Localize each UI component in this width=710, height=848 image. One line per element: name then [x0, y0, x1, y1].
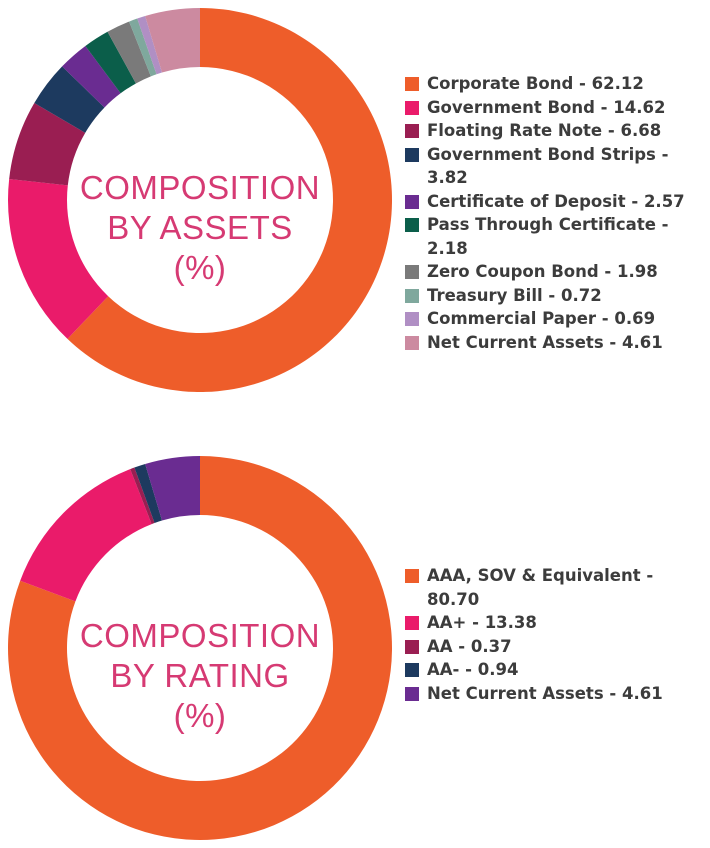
legend-label: Floating Rate Note - 6.68: [427, 121, 662, 140]
legend-item: Zero Coupon Bond - 1.98: [405, 260, 702, 284]
rating-center-label: COMPOSITION BY RATING (%): [50, 616, 350, 736]
legend-swatch: [405, 663, 419, 677]
legend-swatch: [405, 194, 419, 209]
donut-slice-2: [8, 178, 109, 339]
legend-item: AAA, SOV & Equivalent - 80.70: [405, 564, 702, 611]
legend-item: Certificate of Deposit - 2.57: [405, 190, 702, 214]
composition-by-rating-chart: COMPOSITION BY RATING (%) AAA, SOV & Equ…: [0, 448, 710, 848]
legend-swatch: [405, 312, 419, 326]
legend-label: Zero Coupon Bond - 1.98: [427, 262, 658, 281]
legend-item: Pass Through Certificate - 2.18: [405, 213, 702, 260]
legend-label: AA - 0.37: [427, 636, 512, 656]
legend-label: Net Current Assets - 4.61: [427, 332, 663, 352]
donut-slice-4: [34, 66, 105, 133]
rating-center-line-2: BY RATING: [110, 657, 290, 694]
donut-slice-9: [137, 15, 163, 75]
legend-label: Certificate of Deposit - 2.57: [427, 191, 685, 211]
donut-slice-1: [67, 8, 392, 393]
legend-swatch: [405, 288, 419, 303]
legend-swatch: [405, 100, 419, 115]
legend-item: Government Bond - 14.62: [405, 96, 702, 120]
legend-label: Commercial Paper - 0.69: [427, 309, 656, 328]
assets-center-line-3: (%): [173, 249, 227, 286]
donut-slice-4: [134, 463, 163, 524]
assets-center-label: COMPOSITION BY ASSETS (%): [50, 168, 350, 288]
legend-swatch: [405, 639, 419, 654]
legend-item: Net Current Assets - 4.61: [405, 331, 702, 355]
legend-swatch: [405, 335, 419, 350]
assets-center-line-2: BY ASSETS: [107, 209, 293, 246]
rating-center-line-3: (%): [173, 697, 227, 734]
legend-label: AA+ - 13.38: [427, 613, 537, 632]
legend-swatch: [405, 686, 419, 701]
assets-center-line-1: COMPOSITION: [79, 169, 321, 206]
donut-slice-5: [145, 456, 200, 521]
donut-slice-8: [129, 18, 157, 77]
legend-label: Treasury Bill - 0.72: [427, 285, 602, 305]
legend-label: AA- - 0.94: [427, 660, 519, 679]
legend-label: Net Current Assets - 4.61: [427, 683, 663, 703]
legend-swatch: [405, 265, 419, 279]
donut-slice-1: [8, 456, 392, 840]
legend-item: Commercial Paper - 0.69: [405, 307, 702, 331]
composition-by-assets-chart: COMPOSITION BY ASSETS (%) Corporate Bond…: [0, 0, 710, 400]
legend-item: AA - 0.37: [405, 635, 702, 659]
legend-item: Treasury Bill - 0.72: [405, 284, 702, 308]
legend-swatch: [405, 77, 419, 91]
donut-slice-3: [9, 103, 86, 186]
rating-center-line-1: COMPOSITION: [79, 617, 321, 654]
legend-swatch: [405, 616, 419, 630]
donut-slice-6: [85, 31, 136, 94]
legend-label: Pass Through Certificate - 2.18: [427, 215, 669, 258]
legend-swatch: [405, 569, 419, 583]
legend-label: Government Bond Strips - 3.82: [427, 144, 669, 188]
legend-swatch: [405, 218, 419, 232]
legend-item: Government Bond Strips - 3.82: [405, 143, 702, 190]
legend-swatch: [405, 124, 419, 138]
legend-label: Corporate Bond - 62.12: [427, 74, 644, 93]
legend-label: Government Bond - 14.62: [427, 97, 666, 117]
legend-item: Corporate Bond - 62.12: [405, 72, 702, 96]
donut-slice-10: [145, 8, 200, 73]
legend-label: AAA, SOV & Equivalent - 80.70: [427, 566, 654, 609]
donut-slice-5: [62, 45, 121, 108]
legend-item: AA- - 0.94: [405, 658, 702, 682]
donut-slice-3: [130, 467, 155, 525]
assets-donut: [8, 8, 392, 393]
assets-legend: Corporate Bond - 62.12 Government Bond -…: [405, 72, 702, 354]
donut-slice-7: [107, 21, 151, 84]
rating-legend: AAA, SOV & Equivalent - 80.70 AA+ - 13.3…: [405, 564, 702, 705]
legend-item: AA+ - 13.38: [405, 611, 702, 635]
legend-item: Net Current Assets - 4.61: [405, 682, 702, 706]
legend-swatch: [405, 147, 419, 162]
rating-donut: [8, 456, 392, 840]
donut-slice-2: [20, 469, 152, 602]
legend-item: Floating Rate Note - 6.68: [405, 119, 702, 143]
